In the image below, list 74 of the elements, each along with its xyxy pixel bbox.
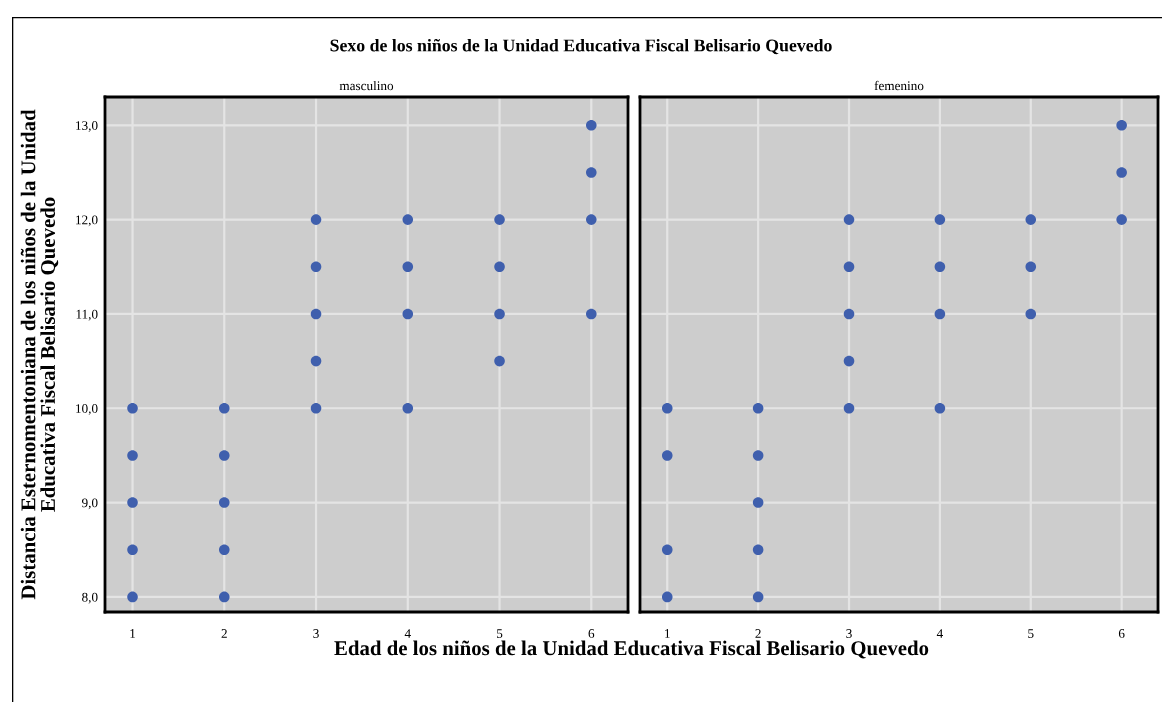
point xyxy=(218,450,230,461)
point xyxy=(310,261,322,273)
x-tick-label: 4 xyxy=(404,629,411,638)
point xyxy=(752,450,764,461)
point xyxy=(127,544,138,556)
point xyxy=(934,402,946,414)
x-tick-label: 1 xyxy=(130,629,136,638)
point xyxy=(586,167,597,178)
y-tick-label: 9,0 xyxy=(81,498,98,510)
point xyxy=(218,544,230,556)
x-tick-label: 5 xyxy=(1028,629,1034,638)
point xyxy=(843,308,855,320)
point xyxy=(494,214,505,225)
x-tick-label: 5 xyxy=(497,629,503,638)
point xyxy=(402,261,414,273)
point xyxy=(843,355,855,367)
x-tick-label: 6 xyxy=(1118,629,1125,638)
point xyxy=(843,214,855,225)
point xyxy=(586,120,597,131)
y-tick-label: 10,0 xyxy=(76,404,98,415)
point xyxy=(661,544,673,556)
x-tick-label: 4 xyxy=(936,629,943,638)
point xyxy=(843,261,855,273)
x-tick-label: 2 xyxy=(221,629,227,638)
point xyxy=(494,355,505,367)
point xyxy=(586,214,597,225)
x-tick-label: 1 xyxy=(665,629,670,638)
point xyxy=(310,402,322,414)
point xyxy=(934,308,946,320)
y-axis-title: Distancia Esternomentoniana de los niños de la Unidad Educativa Fiscal Belisario Quevedo xyxy=(20,109,59,600)
x-axis-title: Edad de los niños de la Unidad Educativa Fiscal Belisario Quevedo xyxy=(334,640,929,659)
x-tick-label: 3 xyxy=(846,629,852,638)
point xyxy=(843,402,855,414)
point xyxy=(1116,120,1127,131)
point xyxy=(752,402,764,414)
point xyxy=(127,402,138,414)
point xyxy=(1025,214,1037,225)
point xyxy=(127,591,138,603)
y-tick-label: 13,0 xyxy=(76,121,98,132)
point xyxy=(661,450,673,461)
chart-title: Sexo de los niños de la Unidad Educativa Fiscal Belisario Quevedo xyxy=(330,38,832,55)
point xyxy=(1025,308,1037,320)
point xyxy=(127,497,138,508)
point xyxy=(402,308,414,320)
point xyxy=(310,308,322,320)
point xyxy=(1025,261,1037,273)
point xyxy=(310,355,322,367)
point xyxy=(310,214,322,225)
point xyxy=(586,308,597,320)
point xyxy=(1116,214,1127,225)
point xyxy=(127,450,138,461)
point xyxy=(934,214,946,225)
point xyxy=(661,402,673,414)
point xyxy=(402,402,414,414)
point xyxy=(661,591,673,603)
point xyxy=(494,261,505,273)
point xyxy=(218,591,230,603)
point xyxy=(1116,167,1127,178)
point xyxy=(218,402,230,414)
chart-subtitle: femenino xyxy=(874,80,924,91)
x-tick-label: 3 xyxy=(313,629,319,638)
x-tick-label: 2 xyxy=(755,629,761,638)
x-tick-label: 6 xyxy=(588,629,595,638)
point xyxy=(752,497,764,508)
y-tick-label: 8,0 xyxy=(82,592,98,604)
point xyxy=(934,261,946,273)
y-tick-label: 12,0 xyxy=(76,215,98,227)
chart-subtitle: masculino xyxy=(339,80,394,91)
point xyxy=(402,214,414,225)
point xyxy=(494,308,505,320)
point xyxy=(218,497,230,508)
point xyxy=(752,544,764,556)
y-tick-label: 11,0 xyxy=(76,309,98,321)
point xyxy=(752,591,764,603)
